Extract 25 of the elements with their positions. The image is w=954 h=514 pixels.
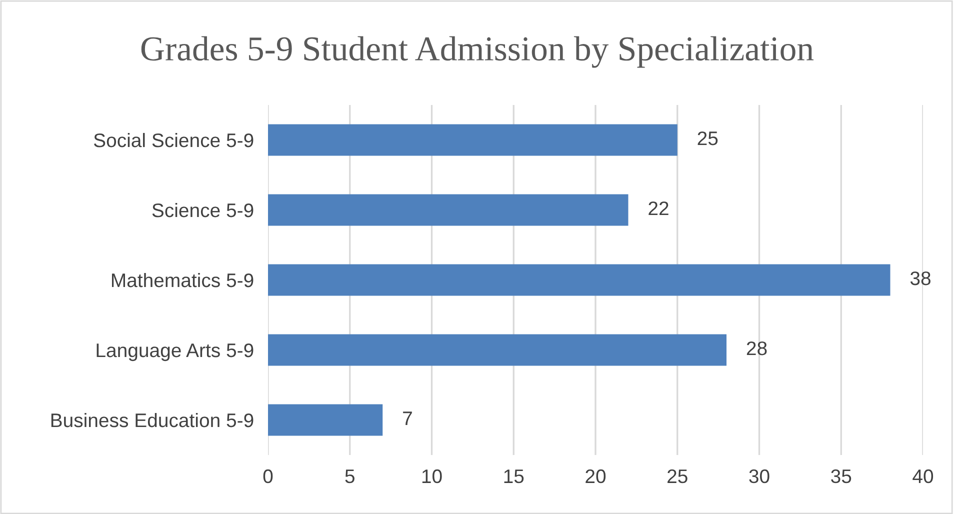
y-tick-label: Science 5-9 bbox=[152, 202, 254, 218]
data-label: 7 bbox=[403, 412, 412, 426]
x-tick-label: 20 bbox=[586, 469, 606, 484]
bar bbox=[268, 194, 628, 226]
data-label: 38 bbox=[910, 271, 930, 286]
bar bbox=[268, 264, 890, 296]
x-tick-label: 0 bbox=[263, 469, 273, 484]
x-tick-label: 10 bbox=[422, 469, 442, 484]
x-tick-label: 40 bbox=[912, 469, 934, 484]
x-tick-label: 25 bbox=[668, 469, 688, 484]
y-tick-label: Language Arts 5-9 bbox=[96, 343, 254, 362]
bar bbox=[268, 404, 383, 436]
chart-title: Grades 5-9 Student Admission by Specialization bbox=[141, 36, 814, 68]
bar bbox=[268, 334, 726, 366]
y-tick-label: Social Science 5-9 bbox=[94, 132, 254, 148]
x-tick-label: 5 bbox=[345, 470, 354, 484]
data-label: 25 bbox=[698, 131, 718, 146]
y-tick-label: Mathematics 5-9 bbox=[112, 272, 254, 288]
data-label: 28 bbox=[746, 341, 767, 356]
data-label: 22 bbox=[648, 201, 668, 216]
x-tick-label: 30 bbox=[749, 469, 770, 484]
bar bbox=[268, 124, 678, 156]
x-tick-label: 15 bbox=[504, 470, 524, 484]
x-tick-label: 35 bbox=[831, 469, 852, 484]
y-tick-label: Business Education 5-9 bbox=[51, 412, 254, 428]
